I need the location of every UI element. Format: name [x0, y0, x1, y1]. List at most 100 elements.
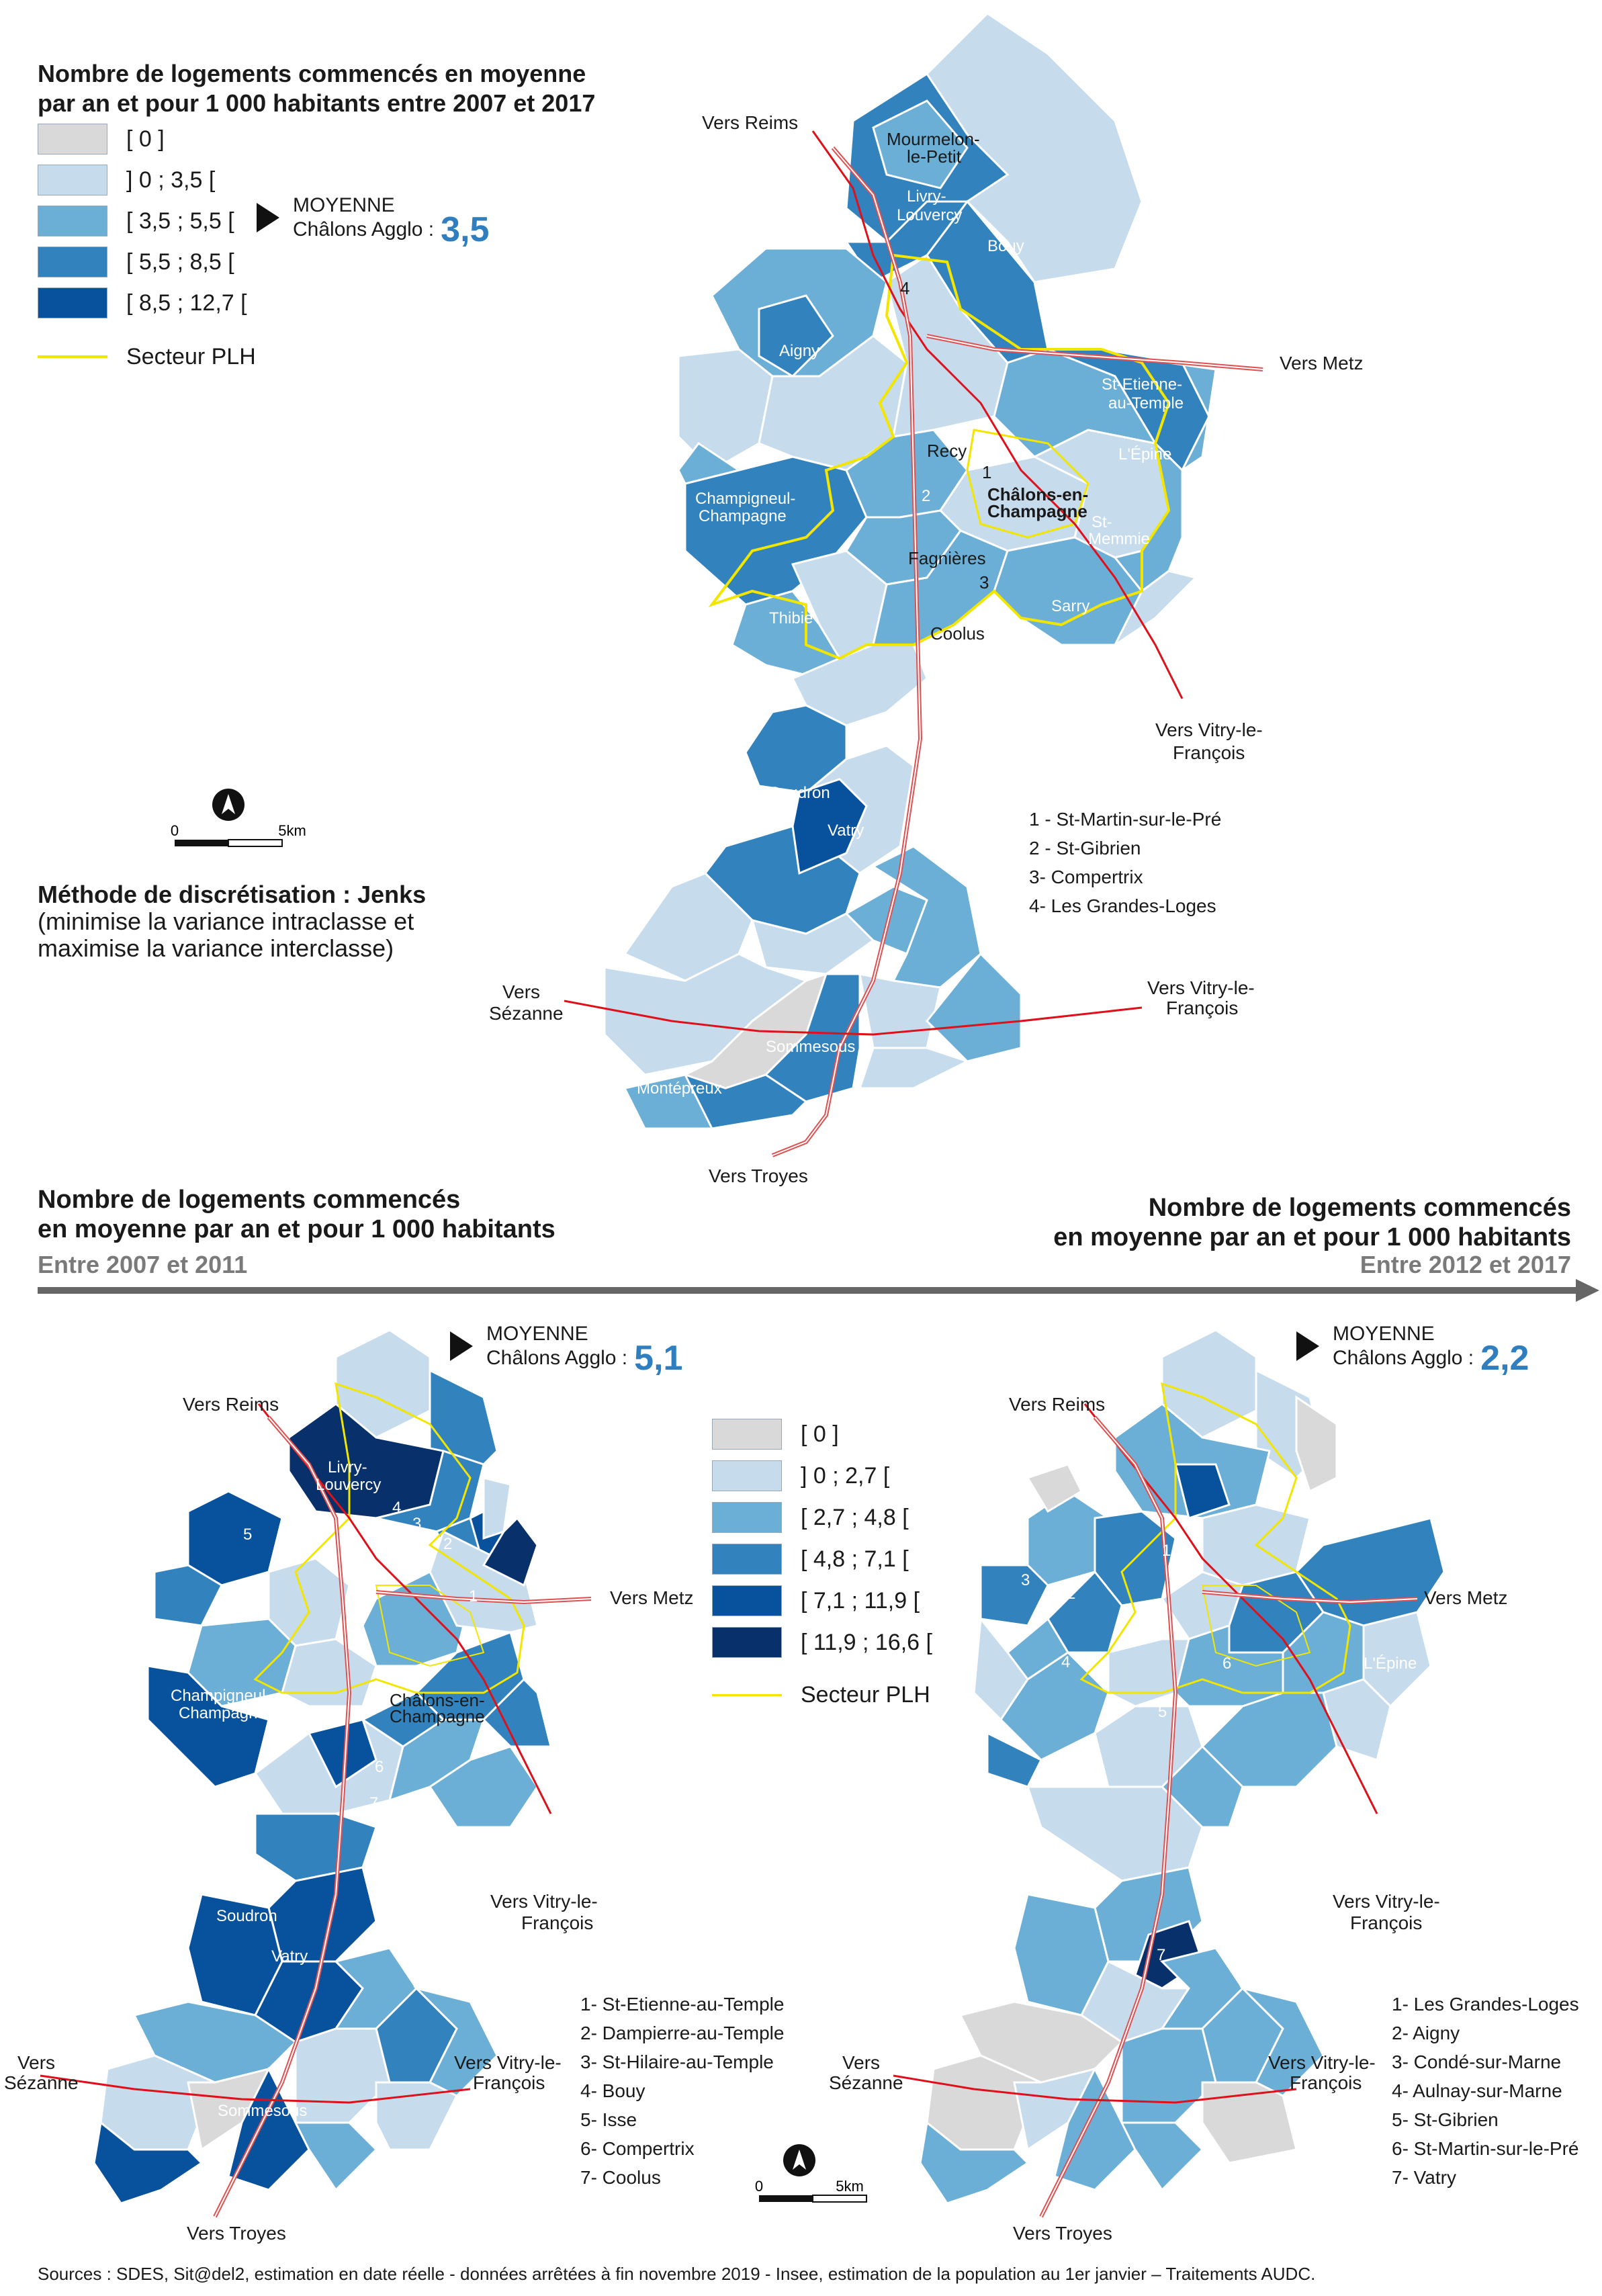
road-label-metz: Vers Metz: [610, 1587, 693, 1608]
commune-number: 2: [1067, 1585, 1075, 1603]
commune-number: 5: [243, 1526, 252, 1544]
commune-number: 1: [469, 1587, 478, 1605]
legend-title-line2: par an et pour 1 000 habitants entre 200…: [38, 89, 596, 117]
legend-swatch: [38, 247, 107, 277]
svg-text:François: François: [521, 1912, 593, 1933]
commune-number: 3: [1021, 1571, 1030, 1589]
commune-label: Livry-: [328, 1458, 367, 1476]
road-label-troyes: Vers Troyes: [1013, 2223, 1112, 2244]
left-notes: 1- St-Etienne-au-Temple 2- Dampierre-au-…: [580, 1994, 785, 2188]
scale-bottom: 0 5km: [755, 2144, 867, 2203]
legend-bottom-class-1: ] 0 ; 2,7 [: [712, 1460, 889, 1491]
legend-swatch: [38, 288, 107, 318]
commune-number: 3: [412, 1515, 421, 1533]
svg-text:François: François: [473, 2072, 545, 2093]
svg-text:Champagne: Champagne: [987, 501, 1087, 521]
triangle-icon: [257, 203, 279, 232]
commune-number: 4: [392, 1499, 401, 1517]
commune-label: Livry-: [907, 187, 946, 206]
commune-label: Soudron: [769, 784, 830, 802]
commune-number: 2: [443, 1535, 452, 1553]
legend-class-4: [ 8,5 ; 12,7 [: [38, 288, 247, 318]
road-label-reims: Vers Reims: [702, 112, 798, 133]
svg-text:le-Petit: le-Petit: [907, 146, 962, 167]
triangle-icon: [1296, 1331, 1319, 1361]
legend-class-0: [ 0 ]: [38, 124, 165, 154]
legend-swatch: [38, 165, 107, 195]
plh-line-icon: [712, 1693, 782, 1696]
average-main: MOYENNE Châlons Agglo :3,5: [257, 193, 490, 249]
svg-text:Sézanne: Sézanne: [829, 2072, 903, 2093]
commune-label: Thibie: [769, 609, 813, 627]
road-label-vitry-2: Vers Vitry-le-: [454, 2052, 562, 2073]
commune-label: L'Épine: [1118, 445, 1171, 463]
plh-line-icon: [38, 355, 107, 358]
legend-class-1: ] 0 ; 3,5 [: [38, 165, 215, 195]
road-label-sezanne: Vers: [842, 2052, 880, 2073]
right-notes: 1- Les Grandes-Loges 2- Aigny 3- Condé-s…: [1392, 1994, 1579, 2188]
svg-text:au-Temple: au-Temple: [1108, 394, 1184, 412]
section-left-period: Entre 2007 et 2011: [38, 1251, 248, 1278]
svg-text:François: François: [1350, 1912, 1422, 1933]
road-label-vitry-2: Vers Vitry-le-: [1147, 977, 1255, 998]
commune-number: 6: [375, 1758, 384, 1776]
commune-number: 4: [1061, 1653, 1070, 1671]
commune-label: Châlons-en-: [987, 484, 1088, 504]
commune-label: Sommesous: [766, 1038, 855, 1056]
legend-plh: Secteur PLH: [38, 341, 256, 372]
section-right-period: Entre 2012 et 2017: [1360, 1251, 1571, 1278]
commune-label: Mourmelon-: [887, 129, 980, 149]
timeline-arrow: [38, 1279, 1599, 1302]
commune-label: Champigneul-: [695, 490, 795, 508]
commune-label: Vatry: [271, 1947, 308, 1966]
average-right: MOYENNE Châlons Agglo :2,2: [1296, 1322, 1529, 1376]
commune-number: 7: [369, 1794, 378, 1812]
legend-bottom-class-3: [ 4,8 ; 7,1 [: [712, 1544, 909, 1575]
svg-text:5km: 5km: [836, 2178, 864, 2195]
svg-text:Champagne: Champagne: [699, 507, 787, 525]
scale-main: 0 5km: [171, 789, 306, 847]
road-label-vitry: Vers Vitry-le-: [1333, 1891, 1440, 1912]
commune-number: 6: [1222, 1654, 1231, 1673]
legend-swatch: [38, 206, 107, 236]
commune-number: 1: [1162, 1542, 1171, 1560]
svg-text:Champagne: Champagne: [179, 1704, 267, 1722]
road-label-vitry: Vers Vitry-le-: [1155, 719, 1263, 740]
triangle-icon: [450, 1331, 473, 1361]
legend-title-line1: Nombre de logements commencés en moyenne: [38, 60, 586, 87]
commune-label: Bouy: [987, 237, 1024, 255]
arrow-head-icon: [1576, 1279, 1599, 1302]
svg-text:Louvercy: Louvercy: [897, 206, 962, 224]
legend-bottom-class-4: [ 7,1 ; 11,9 [: [712, 1585, 920, 1616]
commune-label: Fagnières: [908, 548, 986, 568]
svg-text:Sézanne: Sézanne: [489, 1003, 564, 1024]
road-label-troyes: Vers Troyes: [187, 2223, 286, 2244]
svg-text:Louvercy: Louvercy: [316, 1476, 381, 1494]
average-value: 3,5: [441, 210, 490, 249]
legend-swatch: [38, 124, 107, 154]
source-note: Sources : SDES, Sit@del2, estimation en …: [38, 2264, 1316, 2284]
commune-label: Vatry: [828, 822, 864, 840]
svg-text:François: François: [1166, 998, 1238, 1018]
commune-number: 3: [979, 572, 989, 592]
road-label-reims: Vers Reims: [1009, 1394, 1105, 1415]
legend-bottom-class-2: [ 2,7 ; 4,8 [: [712, 1502, 909, 1533]
scale-five: 5km: [278, 822, 306, 839]
commune-label: Châlons-en-: [390, 1690, 485, 1710]
commune-number: 1: [982, 462, 991, 482]
svg-text:Champagne: Champagne: [390, 1706, 485, 1726]
commune-label: Montépreux: [637, 1079, 722, 1098]
section-left-title: Nombre de logements commencés en moyenne…: [38, 1186, 555, 1243]
commune-number: 4: [900, 278, 909, 298]
road-label-sezanne: Vers: [502, 981, 540, 1002]
scale-zero: 0: [171, 822, 179, 839]
svg-text:Sézanne: Sézanne: [4, 2072, 79, 2093]
commune-number: 5: [1158, 1703, 1167, 1721]
road-label-vitry-2: Vers Vitry-le-: [1268, 2052, 1376, 2073]
commune-label: Champigneul-: [171, 1687, 271, 1705]
road-label-metz: Vers Metz: [1280, 353, 1363, 373]
legend-bottom-class-0: [ 0 ]: [712, 1419, 839, 1450]
commune-label: Aigny: [779, 342, 819, 360]
svg-text:0: 0: [755, 2178, 763, 2195]
method-block: Méthode de discrétisation : Jenks (minim…: [38, 881, 427, 962]
